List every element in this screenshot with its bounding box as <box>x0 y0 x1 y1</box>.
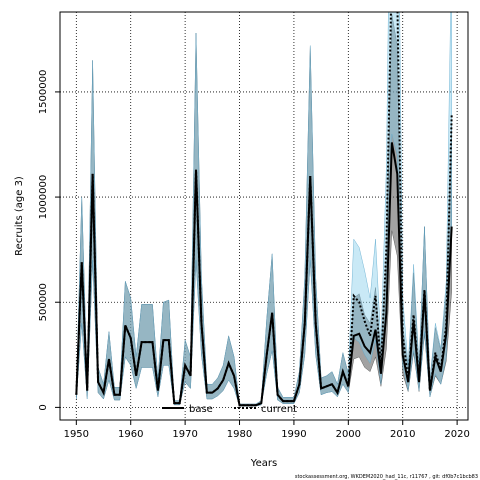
x-tick-label: 2010 <box>390 429 415 440</box>
y-tick-label: 0 <box>38 404 49 410</box>
footer-note: stockassessment.org, WKDEM2020_had_11c, … <box>295 474 478 480</box>
x-tick-label: 1950 <box>64 429 89 440</box>
y-tick-label: 1500000 <box>38 70 49 115</box>
x-tick-label: 2020 <box>444 429 469 440</box>
y-tick-label: 500000 <box>38 283 49 321</box>
x-tick-label: 1990 <box>281 429 306 440</box>
legend-current-label: current <box>261 404 297 415</box>
series-lines <box>75 12 453 407</box>
line-current <box>75 12 453 407</box>
x-tick-label: 1980 <box>227 429 252 440</box>
x-axis: 1950 1960 1970 1980 1990 2000 2010 2020 <box>64 420 470 440</box>
plot-frame <box>59 11 469 421</box>
x-axis-label: Years <box>250 458 277 469</box>
legend-base-label: base <box>189 404 213 415</box>
y-tick-label: 1000000 <box>38 175 49 220</box>
legend: base current <box>162 404 297 415</box>
x-tick-label: 1960 <box>118 429 143 440</box>
x-tick-label: 2000 <box>336 429 361 440</box>
x-tick-label: 1970 <box>172 429 197 440</box>
y-axis: 0 500000 1000000 1500000 <box>38 70 60 411</box>
y-axis-label: Recruits (age 3) <box>14 176 25 256</box>
